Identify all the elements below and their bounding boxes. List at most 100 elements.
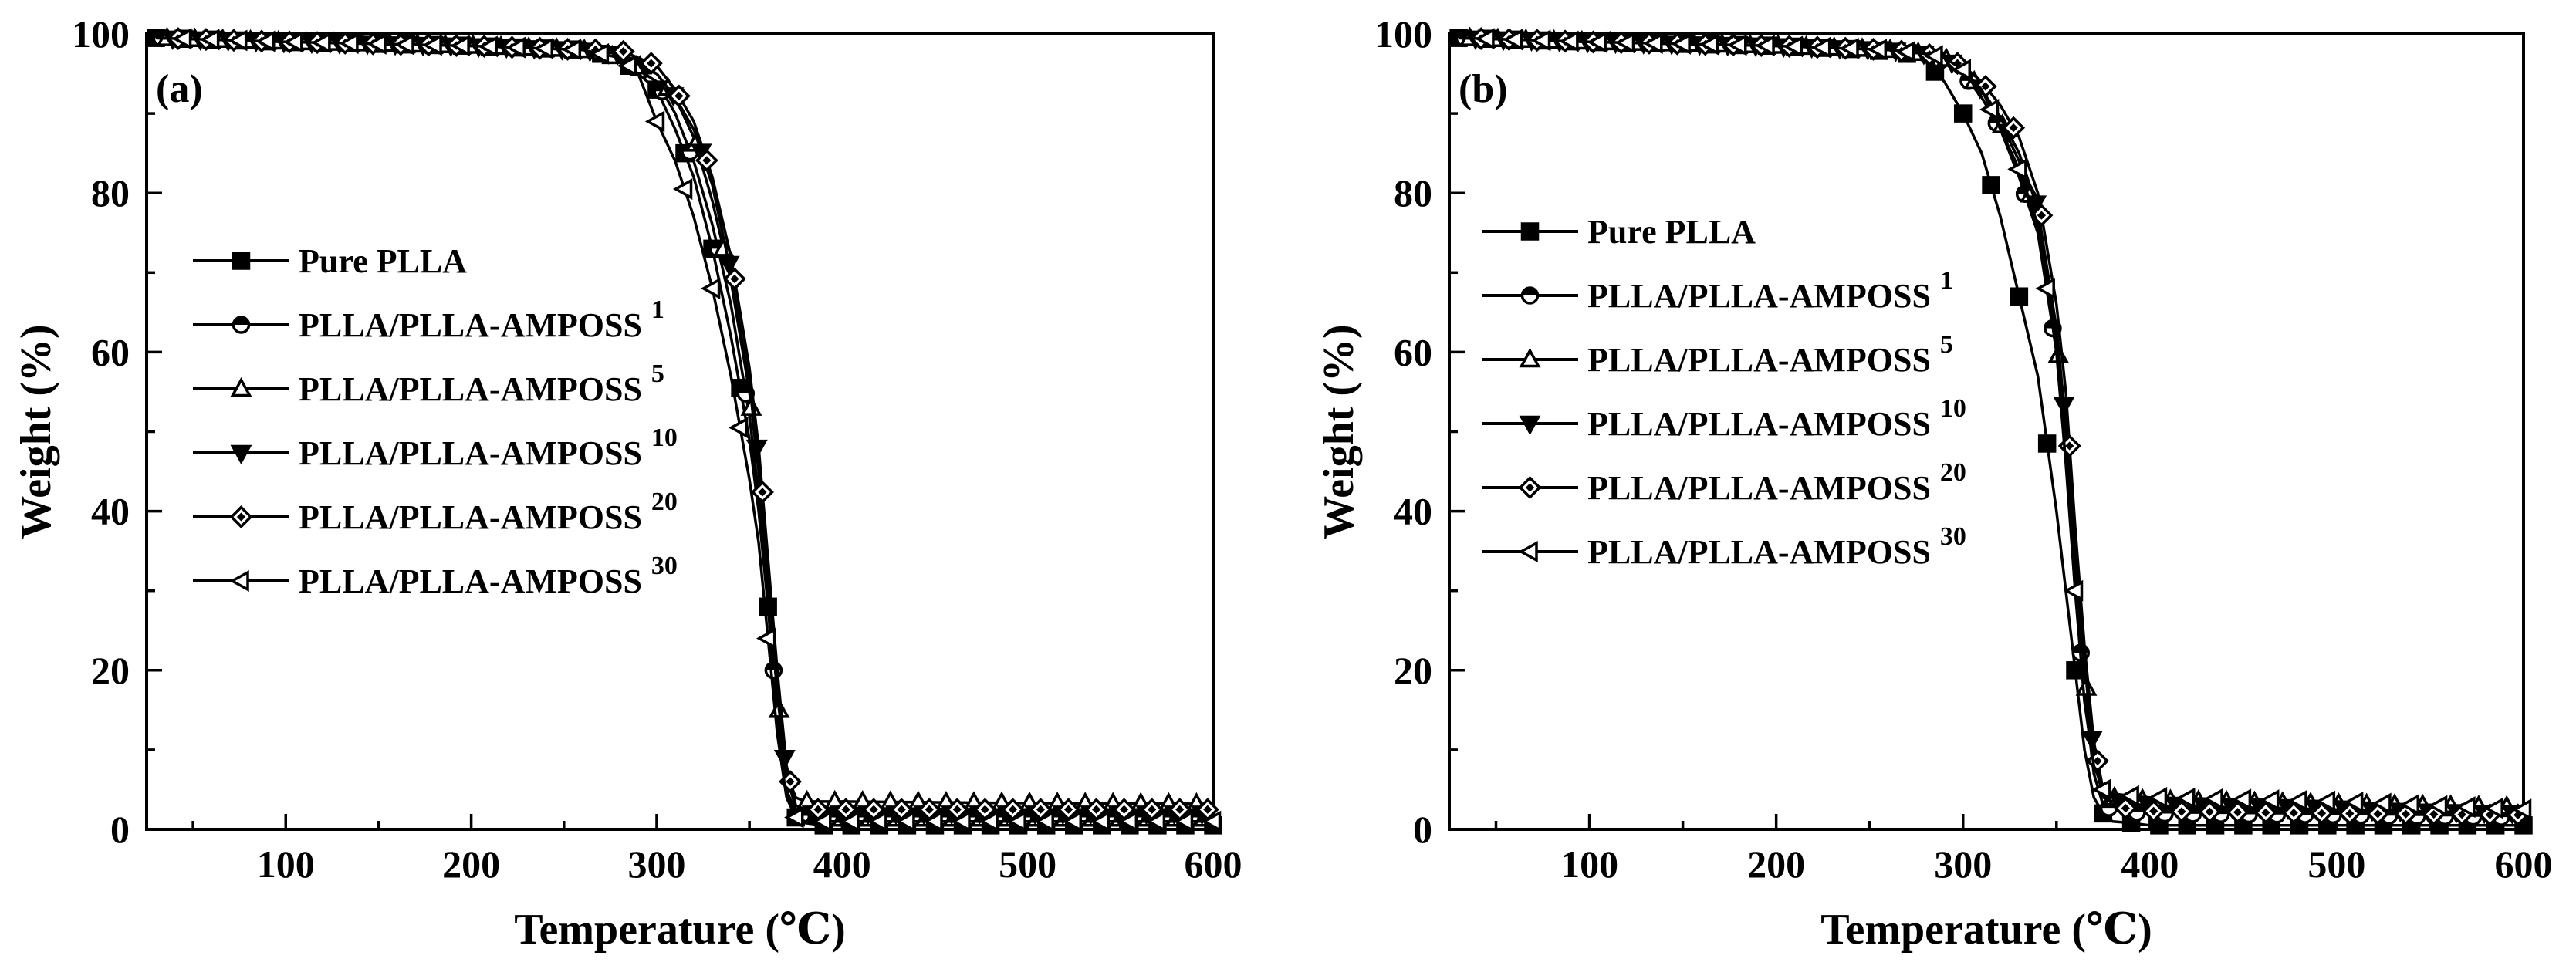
data-point bbox=[422, 34, 442, 56]
data-point bbox=[2427, 795, 2448, 817]
series-5 bbox=[155, 28, 1222, 832]
legend-label: PLLA/PLLA-AMPOSS 20 bbox=[299, 488, 678, 536]
data-point bbox=[2456, 796, 2476, 819]
y-tick-label: 60 bbox=[1394, 330, 1432, 373]
y-tick-label: 80 bbox=[1394, 171, 1432, 214]
legend-superscript: 10 bbox=[1940, 394, 1966, 423]
legend-superscript: 20 bbox=[1940, 458, 1966, 487]
data-point bbox=[1034, 810, 1054, 832]
data-point bbox=[1923, 45, 1943, 67]
data-point bbox=[2282, 801, 2306, 825]
data-point bbox=[2260, 789, 2280, 812]
data-point bbox=[2315, 790, 2336, 812]
data-point bbox=[2091, 778, 2111, 801]
legend-superscript: 10 bbox=[651, 424, 678, 452]
legend-marker bbox=[1519, 415, 1541, 436]
series-1 bbox=[152, 29, 1213, 827]
y-tick-label: 60 bbox=[91, 330, 130, 373]
legend-label: PLLA/PLLA-AMPOSS 10 bbox=[1587, 394, 1966, 443]
data-point bbox=[478, 35, 498, 58]
data-point bbox=[228, 29, 248, 52]
legend-entry: PLLA/PLLA-AMPOSS 30 bbox=[1482, 522, 1966, 571]
legend-entry: PLLA/PLLA-AMPOSS 5 bbox=[193, 360, 664, 408]
legend-entry: PLLA/PLLA-AMPOSS 10 bbox=[193, 424, 678, 472]
x-tick-label: 100 bbox=[1560, 842, 1618, 886]
legend-entry: PLLA/PLLA-AMPOSS 10 bbox=[1482, 394, 1966, 443]
legend-entry: Pure PLLA bbox=[1482, 213, 1756, 251]
data-point bbox=[617, 55, 637, 77]
legend-label: PLLA/PLLA-AMPOSS 5 bbox=[299, 360, 664, 408]
data-point bbox=[2053, 397, 2075, 417]
data-point bbox=[394, 33, 414, 56]
data-point bbox=[2203, 788, 2223, 810]
y-tick-label: 40 bbox=[1394, 490, 1432, 533]
legend-marker bbox=[232, 252, 251, 270]
data-point bbox=[639, 52, 663, 76]
data-point bbox=[367, 32, 387, 55]
data-point bbox=[1979, 98, 2000, 120]
legend-entry: Pure PLLA bbox=[193, 242, 467, 280]
legend-label: Pure PLLA bbox=[299, 242, 467, 280]
data-point bbox=[784, 806, 804, 829]
data-point bbox=[171, 28, 192, 50]
data-point bbox=[2338, 802, 2361, 826]
legend-entry: PLLA/PLLA-AMPOSS 20 bbox=[1482, 458, 1966, 507]
legend-label: PLLA/PLLA-AMPOSS 30 bbox=[1587, 522, 1966, 571]
data-point bbox=[2371, 792, 2392, 815]
data-point bbox=[561, 39, 582, 61]
data-point bbox=[311, 32, 331, 54]
data-point bbox=[1029, 798, 1053, 822]
data-point bbox=[667, 84, 691, 108]
data-point bbox=[2147, 787, 2168, 809]
legend-marker bbox=[1518, 476, 1542, 499]
data-point bbox=[1062, 810, 1082, 832]
legend-superscript: 20 bbox=[651, 488, 678, 516]
data-point bbox=[1895, 41, 1915, 63]
y-tick-label: 0 bbox=[1413, 808, 1432, 851]
x-tick-label: 600 bbox=[1185, 842, 1242, 886]
data-point bbox=[2226, 800, 2250, 824]
data-point bbox=[2007, 158, 2027, 181]
chart-panel-a: 100 200 300 400 500 600 0 20 40 60 80 100 Temperatur… bbox=[12, 12, 1242, 954]
data-point bbox=[450, 35, 470, 57]
data-point bbox=[1090, 810, 1111, 832]
data-point bbox=[505, 36, 526, 59]
legend-marker bbox=[1520, 222, 1540, 241]
legend-label: PLLA/PLLA-AMPOSS 10 bbox=[299, 424, 678, 472]
data-point bbox=[339, 32, 359, 55]
data-point bbox=[2035, 277, 2055, 299]
data-point bbox=[1201, 810, 1222, 832]
data-point bbox=[2198, 800, 2222, 824]
data-point bbox=[1755, 35, 1775, 57]
data-point bbox=[2063, 579, 2084, 602]
y-tick-label: 100 bbox=[1374, 12, 1432, 56]
legend-marker bbox=[1519, 347, 1541, 368]
x-tick-label: 500 bbox=[999, 842, 1056, 886]
y-tick-label: 20 bbox=[91, 649, 130, 692]
data-point bbox=[2142, 799, 2165, 823]
legend-entry: PLLA/PLLA-AMPOSS 5 bbox=[1482, 330, 1953, 379]
panel-label: (b) bbox=[1459, 67, 1508, 111]
data-point bbox=[2175, 787, 2196, 809]
data-point bbox=[2253, 801, 2277, 825]
y-tick-label: 80 bbox=[91, 171, 130, 214]
legend-marker bbox=[230, 444, 252, 465]
legend-marker bbox=[1518, 541, 1538, 562]
data-point bbox=[255, 30, 276, 52]
legend-superscript: 1 bbox=[1940, 266, 1953, 295]
legend-superscript: 5 bbox=[651, 360, 664, 388]
legend-marker bbox=[1520, 286, 1540, 305]
x-tick-label: 300 bbox=[627, 842, 685, 886]
data-point bbox=[1006, 810, 1026, 832]
data-point bbox=[1982, 176, 2000, 194]
data-point bbox=[951, 810, 971, 832]
data-point bbox=[1699, 33, 1719, 56]
data-point bbox=[1001, 798, 1025, 822]
data-point bbox=[2310, 802, 2334, 826]
legend-label: Pure PLLA bbox=[1587, 213, 1756, 251]
data-point bbox=[1475, 28, 1495, 50]
data-point bbox=[1145, 810, 1166, 832]
x-axis-title: Temperature (℃) bbox=[514, 906, 845, 954]
legend-marker bbox=[229, 570, 249, 592]
data-point bbox=[672, 178, 693, 201]
